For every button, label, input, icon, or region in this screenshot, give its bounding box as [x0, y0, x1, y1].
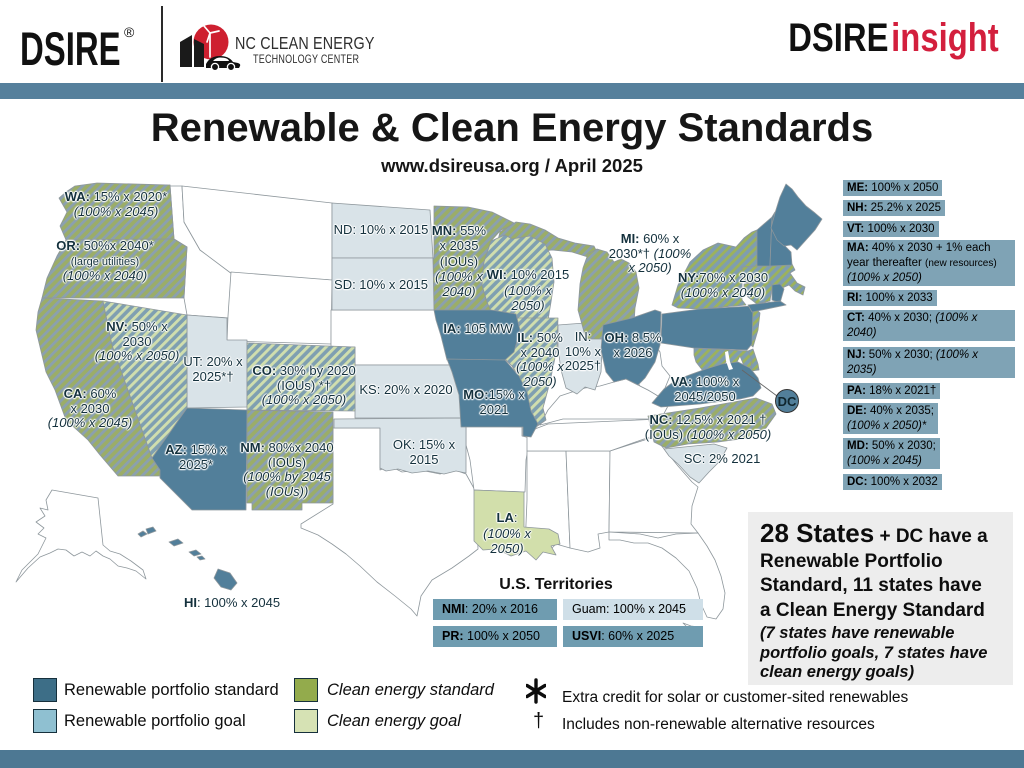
- svg-text:DC: DC: [778, 394, 797, 409]
